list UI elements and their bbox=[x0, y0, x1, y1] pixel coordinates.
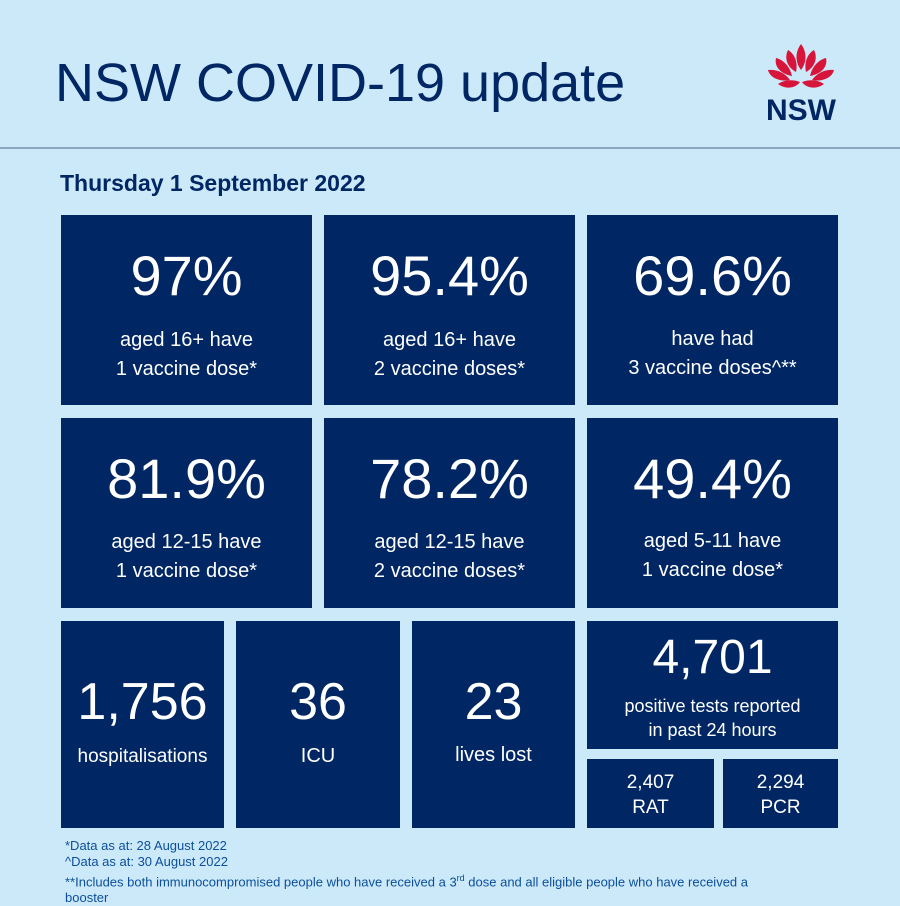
vaccination-value: 97% bbox=[130, 244, 243, 307]
footnote: *Data as at: 28 August 2022 bbox=[65, 838, 227, 853]
vaccination-tile: 69.6% have had 3 vaccine doses^** bbox=[587, 215, 838, 405]
vaccination-description: aged 5-11 have 1 vaccine dose* bbox=[587, 527, 838, 585]
icu-tile: 36 ICU bbox=[236, 621, 400, 828]
header: NSW COVID-19 update NSW bbox=[0, 0, 900, 149]
description-line: aged 16+ have bbox=[383, 329, 516, 351]
description-line: in past 24 hours bbox=[648, 720, 777, 740]
vaccination-description: aged 12-15 have 2 vaccine doses* bbox=[324, 528, 575, 586]
rat-label: RAT bbox=[632, 797, 669, 818]
pcr-stat: 2,294 PCR bbox=[723, 770, 838, 820]
vaccination-description: aged 12-15 have 1 vaccine dose* bbox=[61, 528, 312, 586]
report-date: Thursday 1 September 2022 bbox=[60, 170, 366, 196]
stat-value: 1,756 bbox=[77, 673, 208, 731]
stat-label: hospitalisations bbox=[77, 746, 208, 767]
footnote-text: dose and all eligible people who have re… bbox=[464, 874, 748, 890]
vaccination-description: aged 16+ have 2 vaccine doses* bbox=[324, 326, 575, 384]
stat-label: ICU bbox=[300, 745, 336, 767]
footnote: booster bbox=[65, 890, 109, 906]
description-line: 1 vaccine dose* bbox=[115, 358, 258, 380]
stat-value: 23 bbox=[464, 673, 523, 731]
vaccination-value: 69.6% bbox=[633, 244, 792, 307]
description-line: aged 12-15 have bbox=[111, 531, 262, 553]
description-line: 3 vaccine doses^** bbox=[628, 357, 797, 379]
vaccination-description: have had 3 vaccine doses^** bbox=[587, 325, 838, 383]
description-line: have had bbox=[671, 328, 754, 350]
logo-text: NSW bbox=[766, 94, 836, 127]
footnote: ^Data as at: 30 August 2022 bbox=[65, 854, 228, 869]
pcr-label: PCR bbox=[760, 797, 801, 818]
header-divider bbox=[0, 147, 900, 149]
pcr-tile: 2,294 PCR bbox=[723, 759, 838, 828]
description-line: aged 16+ have bbox=[120, 329, 253, 351]
tests-value: 4,701 bbox=[652, 631, 773, 684]
vaccination-tile: 81.9% aged 12-15 have 1 vaccine dose* bbox=[61, 418, 312, 608]
footnote-superscript: rd bbox=[456, 873, 465, 883]
stat-value: 36 bbox=[289, 673, 347, 731]
vaccination-value: 95.4% bbox=[370, 244, 529, 307]
description-line: 2 vaccine doses* bbox=[373, 358, 526, 380]
vaccination-tile: 78.2% aged 12-15 have 2 vaccine doses* bbox=[324, 418, 575, 608]
rat-value: 2,407 bbox=[626, 772, 675, 793]
nsw-logo: NSW bbox=[758, 40, 844, 126]
vaccination-value: 78.2% bbox=[370, 447, 529, 510]
footnote: **Includes both immunocompromised people… bbox=[65, 870, 855, 890]
positive-tests-tile: 4,701 positive tests reported in past 24… bbox=[587, 621, 838, 749]
description-line: aged 5-11 have bbox=[643, 530, 782, 552]
description-line: 1 vaccine dose* bbox=[115, 560, 258, 582]
page-title: NSW COVID-19 update bbox=[55, 53, 626, 113]
vaccination-value: 81.9% bbox=[107, 447, 266, 510]
vaccination-tile: 95.4% aged 16+ have 2 vaccine doses* bbox=[324, 215, 575, 405]
footnote-text: **Includes both immunocompromised people… bbox=[65, 874, 457, 890]
vaccination-description: aged 16+ have 1 vaccine dose* bbox=[61, 326, 312, 384]
lives-lost-tile: 23 lives lost bbox=[412, 621, 575, 828]
rat-tile: 2,407 RAT bbox=[587, 759, 714, 828]
pcr-value: 2,294 bbox=[756, 772, 805, 793]
footnotes: *Data as at: 28 August 2022 ^Data as at:… bbox=[65, 838, 855, 906]
rat-stat: 2,407 RAT bbox=[587, 770, 714, 820]
waratah-icon bbox=[768, 44, 834, 88]
tests-description: positive tests reported in past 24 hours bbox=[587, 694, 838, 742]
vaccination-tile: 97% aged 16+ have 1 vaccine dose* bbox=[61, 215, 312, 405]
description-line: 1 vaccine dose* bbox=[641, 559, 784, 581]
description-line: 2 vaccine doses* bbox=[373, 560, 526, 582]
description-line: aged 12-15 have bbox=[374, 531, 525, 553]
stat-label: lives lost bbox=[455, 744, 532, 766]
vaccination-value: 49.4% bbox=[633, 447, 792, 510]
vaccination-tile: 49.4% aged 5-11 have 1 vaccine dose* bbox=[587, 418, 838, 608]
hospitalisations-tile: 1,756 hospitalisations bbox=[61, 621, 224, 828]
description-line: positive tests reported bbox=[624, 696, 801, 716]
